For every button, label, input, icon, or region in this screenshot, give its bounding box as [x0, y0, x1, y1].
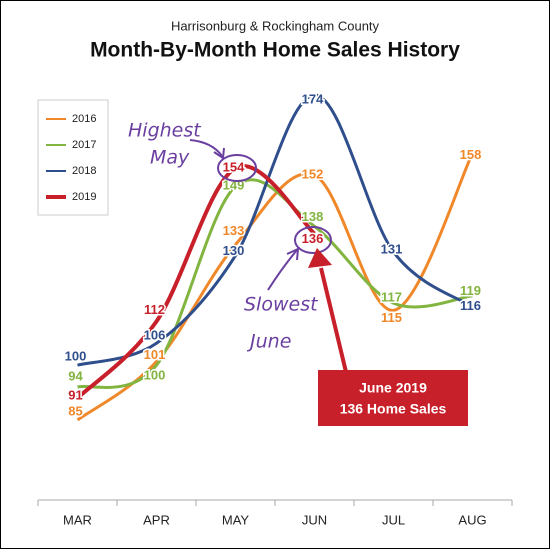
- data-label: 100: [144, 368, 166, 383]
- data-label: 117: [381, 290, 402, 305]
- highlight-circle: [217, 154, 257, 182]
- data-label: 136: [302, 231, 324, 246]
- data-label: 130: [223, 243, 245, 258]
- data-label: 119: [460, 283, 481, 298]
- x-tick-label: MAY: [222, 512, 250, 527]
- data-label: 112: [144, 302, 165, 317]
- x-tick-label: JUL: [382, 512, 405, 527]
- data-label: 115: [381, 310, 402, 325]
- data-label: 85: [68, 403, 82, 418]
- annotation: May: [150, 147, 190, 169]
- legend-label: 2019: [72, 191, 96, 203]
- highlight-circle: [294, 226, 332, 254]
- callout-text: June 2019: [359, 380, 427, 396]
- x-tick-label: APR: [143, 512, 170, 527]
- series-line: [76, 163, 316, 400]
- annotation-arrow: [189, 139, 223, 157]
- callout-arrow: [308, 248, 332, 268]
- x-tick-label: JUN: [302, 512, 327, 527]
- legend-label: 2018: [72, 165, 96, 177]
- callout-arrow: [319, 267, 348, 373]
- data-label: 101: [144, 347, 166, 362]
- series-line: [77, 178, 473, 389]
- annotation-arrow: [286, 247, 300, 261]
- data-label: 91: [68, 387, 82, 402]
- data-label: 154: [223, 159, 245, 174]
- legend-label: 2017: [72, 139, 96, 151]
- data-label: 100: [65, 349, 87, 364]
- annotation: Highest: [128, 120, 202, 142]
- series-line: [77, 93, 474, 367]
- data-label: 116: [460, 298, 481, 313]
- chart-subtitle: Harrisonburg & Rockingham County: [171, 18, 380, 33]
- data-label: 152: [302, 167, 324, 182]
- data-label: 133: [223, 223, 245, 238]
- data-label: 106: [144, 328, 166, 343]
- x-tick-label: AUG: [458, 512, 486, 527]
- legend-label: 2016: [72, 113, 96, 125]
- data-label: 94: [68, 369, 83, 384]
- chart-title: Month-By-Month Home Sales History: [90, 39, 460, 62]
- data-label: 174: [302, 91, 324, 106]
- annotation: June: [246, 331, 291, 353]
- x-tick-label: MAR: [63, 512, 92, 527]
- annotation: Slowest: [244, 294, 319, 316]
- callout-box: [318, 370, 468, 426]
- series-line: [76, 152, 474, 422]
- data-label: 158: [460, 147, 482, 162]
- plot-area: MAR APR MAY JUN JUL AUG 85 101 133 152 115 158 94 100…: [37, 90, 513, 527]
- callout-text: 136 Home Sales: [340, 401, 447, 417]
- annotation-arrow: [267, 249, 298, 291]
- data-label: 138: [302, 209, 324, 224]
- data-label: 131: [381, 241, 403, 256]
